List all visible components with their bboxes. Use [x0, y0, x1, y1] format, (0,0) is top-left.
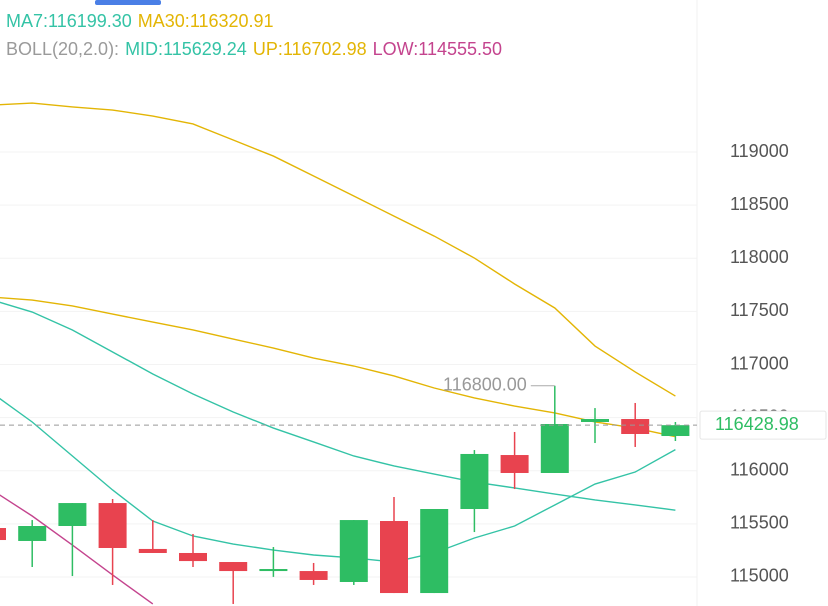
- legend-name: MA30:: [138, 11, 190, 31]
- annotation-label: 116800.00: [443, 375, 527, 395]
- last-price-label: 116428.98: [715, 414, 799, 434]
- y-tick-label: 116000: [730, 460, 789, 480]
- candle-body: [420, 509, 449, 594]
- y-tick-label: 115000: [730, 566, 789, 586]
- indicator-line: [0, 102, 676, 397]
- candle-body: [380, 521, 408, 594]
- candle-body: [581, 419, 609, 422]
- candle-body: [500, 455, 529, 473]
- candle-body: [219, 562, 248, 572]
- legend-row: BOLL(20,2.0): MID:115629.24 UP:116702.98 LO…: [6, 39, 502, 59]
- legend-row: MA7:116199.30 MA30:116320.91: [6, 11, 274, 31]
- y-tick-label: 117000: [730, 353, 789, 373]
- candle-body: [18, 526, 47, 541]
- candle-body: [540, 424, 569, 473]
- y-tick-label: 115500: [730, 513, 789, 533]
- legend-value: 115629.24: [163, 39, 247, 59]
- indicator-line: [0, 397, 676, 563]
- candle-body: [58, 503, 87, 527]
- y-tick-label: 119000: [730, 141, 789, 161]
- candle-body: [259, 569, 288, 572]
- indicator-line: [0, 301, 676, 511]
- last-price-box: [699, 410, 827, 440]
- legend-name: MID:: [125, 39, 163, 59]
- candle-body: [138, 548, 167, 553]
- candle-body: [661, 425, 690, 437]
- legend: MA7:116199.30 MA30:116320.91 BOLL(20,2.0):…: [6, 11, 502, 59]
- candle-body: [339, 520, 368, 582]
- legend-name: MA7:: [6, 11, 48, 31]
- y-tick-label: 118500: [730, 194, 789, 214]
- candle-body: [460, 453, 489, 510]
- indicator-line: [0, 296, 676, 438]
- y-axis: 1150001155001160001165001170001175001180…: [699, 141, 827, 586]
- candle-body: [98, 503, 127, 548]
- legend-name: UP:: [253, 39, 283, 59]
- tab-indicator: [95, 0, 161, 5]
- plot-area: 116800.00: [0, 102, 697, 605]
- candle-body: [0, 528, 6, 541]
- candle-body: [621, 419, 650, 434]
- legend-prefix: BOLL(20,2.0):: [6, 39, 119, 59]
- y-tick-label: 118000: [730, 247, 789, 267]
- y-tick-label: 117500: [730, 300, 789, 320]
- legend-value: 116199.30: [48, 11, 132, 31]
- candle-body: [299, 571, 328, 580]
- legend-value: 114555.50: [418, 39, 502, 59]
- legend-name: LOW:: [373, 39, 419, 59]
- legend-value: 116320.91: [190, 11, 274, 31]
- legend-value: 116702.98: [283, 39, 367, 59]
- candle-body: [179, 552, 207, 562]
